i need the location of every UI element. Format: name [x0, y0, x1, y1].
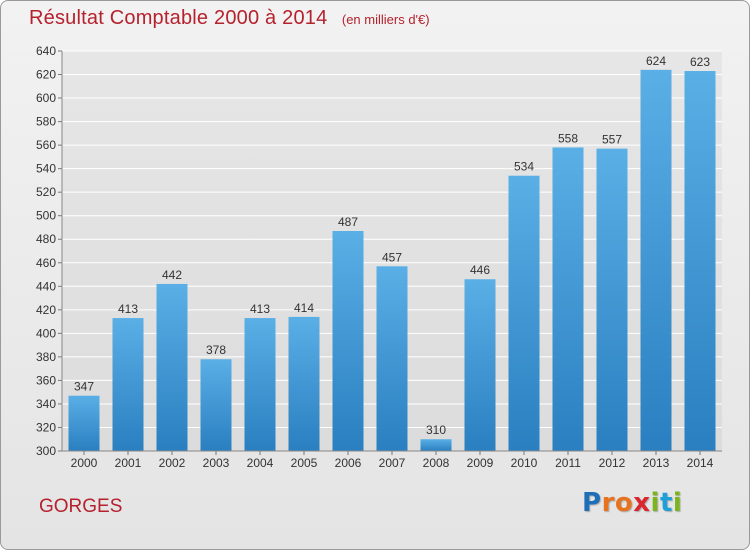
y-tick-label: 320 [36, 420, 56, 434]
y-tick-label: 620 [36, 68, 56, 82]
bar-2000 [68, 395, 100, 451]
y-tick-label: 300 [36, 444, 56, 458]
data-label-2009: 446 [470, 263, 490, 277]
x-tick-label: 2007 [379, 456, 406, 470]
y-tick-label: 580 [36, 115, 56, 129]
y-tick-label: 360 [36, 373, 56, 387]
data-label-2002: 442 [162, 268, 182, 282]
data-label-2013: 624 [646, 54, 666, 68]
y-tick-label: 400 [36, 326, 56, 340]
y-tick-label: 520 [36, 185, 56, 199]
x-tick-label: 2011 [555, 456, 581, 470]
data-labels-group: 347 413 442 378 413 414 487 457 310 446 534 558 557 6… [74, 54, 710, 437]
y-tick-label: 380 [36, 350, 56, 364]
bar-2014 [684, 71, 716, 451]
data-label-2001: 413 [118, 302, 138, 316]
x-tick-label: 2005 [291, 456, 318, 470]
x-tick-label: 2001 [115, 456, 142, 470]
y-tick-label: 460 [36, 256, 56, 270]
x-tick-label: 2008 [423, 456, 450, 470]
y-tick-label: 440 [36, 279, 56, 293]
x-axis: 2000 2001 2002 2003 2004 2005 2006 2007 2008 2009… [62, 450, 722, 470]
data-label-2014: 623 [690, 55, 710, 69]
y-tick-label: 540 [36, 162, 56, 176]
x-tick-label: 2004 [247, 456, 274, 470]
chart-unit-text: (en milliers d'€) [341, 12, 430, 27]
bar-2002 [156, 283, 188, 451]
data-label-2010: 534 [514, 160, 534, 174]
x-tick-label: 2014 [687, 456, 714, 470]
y-tick-label: 480 [36, 232, 56, 246]
chart-title: Résultat Comptable 2000 à 2014 (en milli… [29, 7, 430, 30]
data-label-2005: 414 [294, 301, 314, 315]
y-tick-label: 340 [36, 397, 56, 411]
x-tick-label: 2009 [467, 456, 494, 470]
commune-name: GORGES [39, 496, 123, 517]
data-label-2003: 378 [206, 343, 226, 357]
bar-2006 [332, 231, 364, 451]
x-tick-label: 2010 [511, 456, 538, 470]
bar-2010 [508, 175, 540, 452]
bar-2008 [420, 439, 452, 451]
bars-group [68, 69, 716, 452]
y-tick-label: 640 [36, 44, 56, 58]
x-tick-label: 2003 [203, 456, 230, 470]
y-axis: 300 320 340 360 380 400 420 440 460 480 500 520 540 5… [36, 44, 63, 458]
bar-2001 [112, 318, 144, 451]
chart-title-text: Résultat Comptable 2000 à 2014 [29, 7, 328, 29]
bar-2007 [376, 266, 408, 451]
proxiti-logo: Proxiti [582, 488, 682, 518]
bar-2011 [552, 147, 584, 451]
bar-2004 [244, 318, 276, 451]
logo-letter: t [659, 488, 673, 518]
bar-2003 [200, 359, 232, 451]
y-tick-label: 420 [36, 303, 56, 317]
y-tick-label: 500 [36, 209, 56, 223]
x-tick-label: 2002 [159, 456, 186, 470]
logo-letter: r [601, 488, 615, 518]
logo-letter: i [672, 488, 683, 518]
data-label-2000: 347 [74, 380, 94, 394]
data-label-2007: 457 [382, 250, 402, 264]
logo-letter: i [650, 488, 660, 518]
data-label-2012: 557 [602, 133, 622, 147]
data-label-2008: 310 [426, 423, 446, 437]
bar-2013 [640, 69, 672, 451]
x-tick-label: 2013 [643, 456, 670, 470]
logo-letter: P [582, 488, 602, 518]
bar-2005 [288, 316, 320, 451]
x-tick-label: 2000 [71, 456, 98, 470]
x-tick-label: 2006 [335, 456, 362, 470]
bar-2009 [464, 279, 496, 451]
bar-2012 [596, 148, 628, 451]
y-tick-label: 560 [36, 138, 56, 152]
data-label-2004: 413 [250, 302, 270, 316]
data-label-2006: 487 [338, 215, 358, 229]
y-tick-label: 600 [36, 91, 56, 105]
data-label-2011: 558 [558, 131, 578, 145]
logo-letter: o [614, 488, 634, 518]
x-tick-label: 2012 [599, 456, 626, 470]
logo-letter: x [633, 488, 651, 518]
